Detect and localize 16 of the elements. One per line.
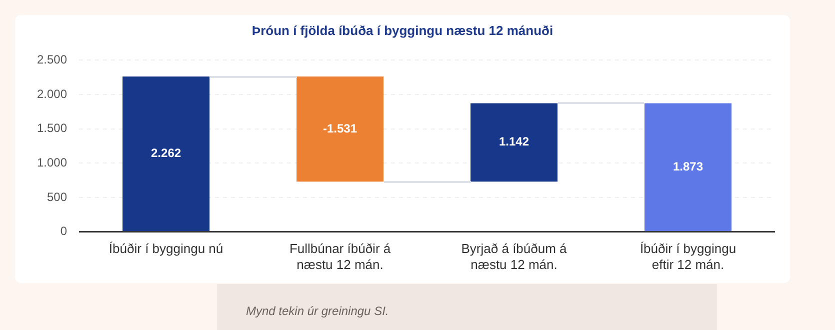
y-tick-label: 1.000 (37, 155, 68, 170)
data-label: -1.531 (323, 121, 358, 136)
y-tick-label: 2.000 (37, 86, 68, 101)
chart-title: Þróun í fjölda íbúða í byggingu næstu 12 mánuði (250, 23, 554, 38)
x-tick-label: Byrjað á íbúðum á næstu 12 mán. (461, 241, 568, 272)
y-tick-label: 2.500 (37, 52, 68, 67)
y-tick-label: 1.500 (37, 121, 68, 136)
y-tick-label: 500 (47, 190, 68, 204)
x-tick-label: Íbúðir í byggingu eftir 12 mán. (640, 241, 736, 272)
text: Mynd tekin úr greiningu SI. (217, 284, 717, 330)
x-tick-label: Íbúðir í byggingu nú (108, 241, 224, 256)
data-label: 1.873 (672, 159, 704, 174)
y-tick-label: 0 (60, 224, 68, 238)
x-tick-label: Fullbúnar íbúðir á næstu 12 mán. (289, 241, 392, 272)
data-label: 1.142 (498, 134, 530, 149)
data-label: 2.262 (151, 146, 182, 160)
